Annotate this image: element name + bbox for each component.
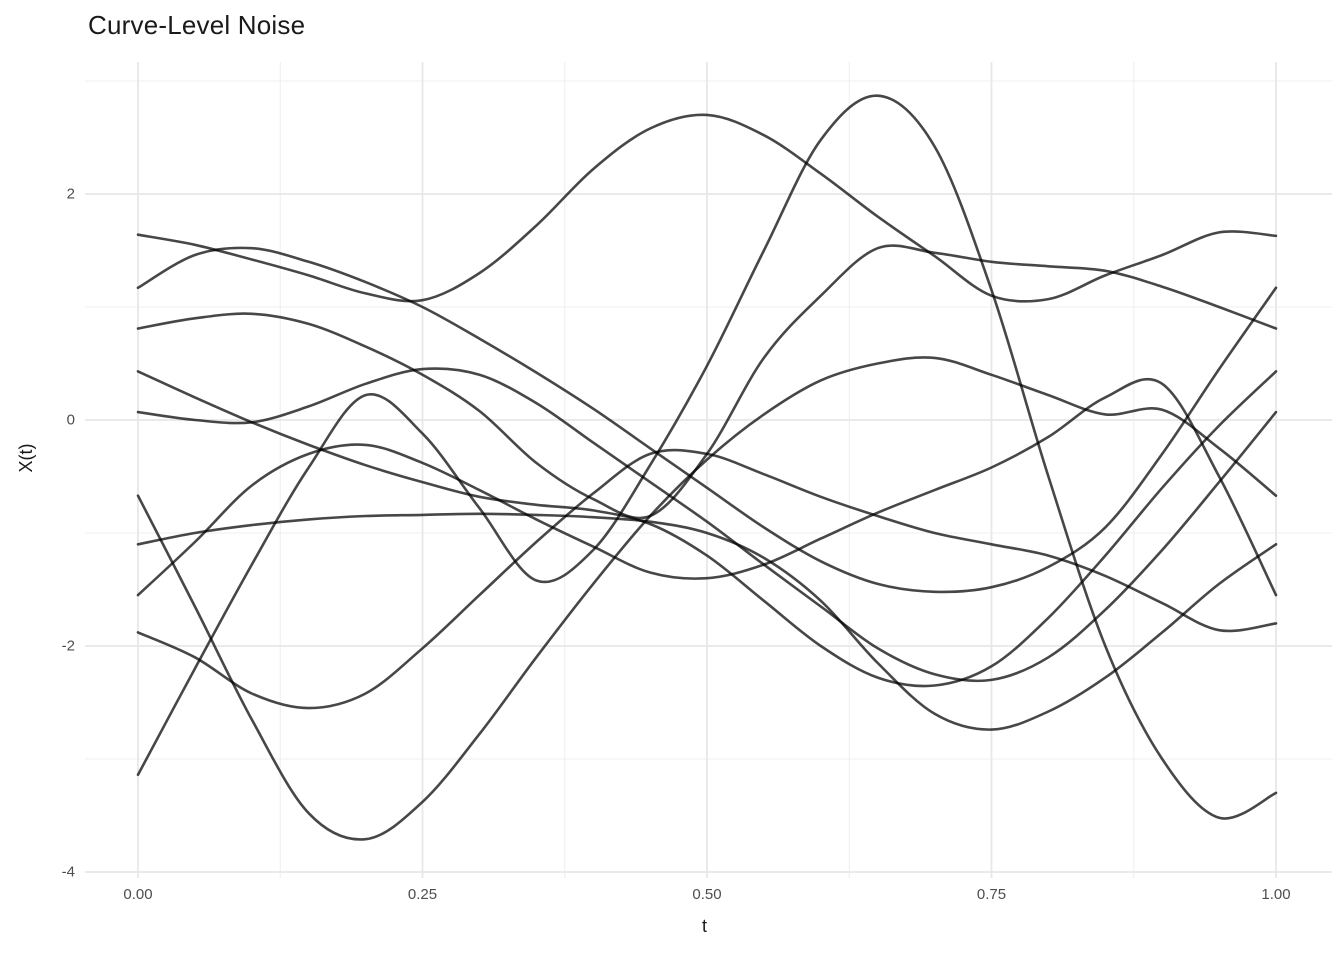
- x-tick-label-0.75: 0.75: [976, 886, 1007, 903]
- gridlines-major: [85, 62, 1332, 878]
- y-tick-label-2: 2: [66, 185, 75, 203]
- curve-6: [136, 356, 1278, 841]
- x-tick-label-0.00: 0.00: [123, 886, 153, 903]
- chart-title: Curve-Level Noise: [88, 10, 306, 40]
- curve-1: [136, 113, 1278, 303]
- curve-10: [136, 94, 1278, 820]
- y-tick-label--2: -2: [61, 637, 75, 655]
- y-tick-label--4: -4: [61, 863, 75, 881]
- x-tick-label-0.25: 0.25: [407, 886, 438, 903]
- curve-9: [136, 448, 1278, 710]
- y-tick-label-0: 0: [66, 411, 75, 429]
- x-tick-label-0.50: 0.50: [692, 886, 722, 903]
- y-axis-title: X(t): [16, 443, 36, 473]
- curve-7: [136, 512, 1278, 731]
- curves-group: [136, 94, 1278, 841]
- x-axis-title: t: [701, 916, 708, 936]
- curve-5: [136, 367, 1278, 683]
- curve-2: [136, 246, 1278, 594]
- x-tick-label-1.00: 1.00: [1261, 886, 1291, 903]
